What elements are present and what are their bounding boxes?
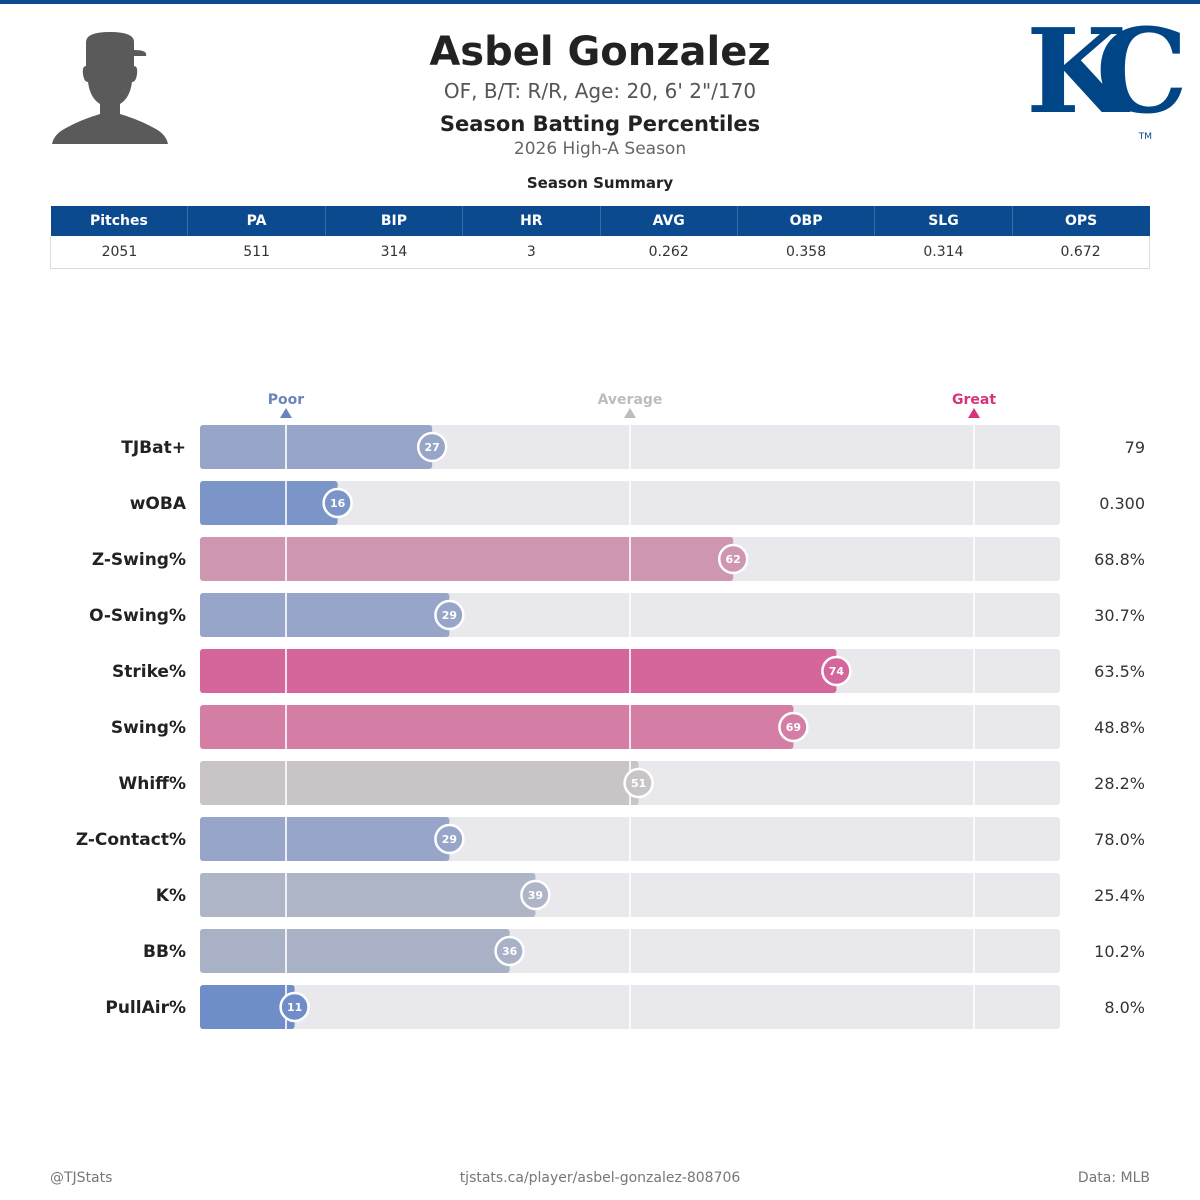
percentile-badge: [717, 543, 749, 575]
stat-value: 79: [1125, 438, 1145, 457]
footer-url: tjstats.ca/player/asbel-gonzalez-808706: [459, 1170, 741, 1186]
percentile-bar: [200, 985, 295, 1029]
percentile-badge: [520, 879, 551, 911]
stat-value: 8.0%: [1104, 998, 1145, 1017]
category-label: TJBat+: [121, 438, 186, 458]
stat-value: 63.5%: [1094, 662, 1145, 681]
category-label: Swing%: [111, 718, 186, 738]
stat-value: 68.8%: [1094, 550, 1145, 569]
percentile-bar: [200, 705, 794, 749]
percentile-badge-label: 39: [528, 889, 543, 902]
category-label: wOBA: [130, 494, 187, 514]
percentile-bar: [200, 425, 433, 469]
stat-value: 48.8%: [1094, 718, 1145, 737]
reference-marker-triangle: [624, 408, 636, 418]
percentile-badge-label: 29: [442, 609, 457, 622]
percentile-chart: TJBat+ 79 wOBA 0.300 Z-Swing% 68.8% O-Swing% 30…: [76, 392, 1145, 1029]
summary-header-cell: HR: [462, 206, 600, 236]
percentile-bar: [200, 593, 450, 637]
season-label: 2026 High-A Season: [513, 139, 687, 159]
reference-label: Average: [598, 392, 663, 408]
category-label: BB%: [143, 942, 186, 962]
percentile-badge: [434, 823, 465, 855]
team-logo-trademark: TM: [1138, 132, 1152, 142]
team-logo-lettering: KC: [1026, 4, 1188, 140]
percentile-bar: [200, 481, 338, 525]
header: Asbel Gonzalez OF, B/T: R/R, Age: 20, 6'…: [200, 28, 1000, 160]
percentile-badge: [279, 991, 310, 1023]
reference-label: Great: [952, 392, 996, 408]
percentile-badge: [821, 655, 852, 687]
percentile-bar: [200, 873, 536, 917]
percentile-badge-label: 36: [502, 945, 518, 958]
percentile-badge-label: 11: [287, 1001, 302, 1014]
percentile-badge: [322, 487, 353, 519]
category-label: Strike%: [112, 662, 186, 682]
percentile-badge-label: 16: [330, 497, 346, 510]
reference-marker-triangle: [280, 408, 292, 418]
stat-value: 25.4%: [1094, 886, 1145, 905]
summary-value-cell: 0.358: [737, 236, 875, 269]
percentile-bar: [200, 649, 837, 693]
percentile-badge-label: 62: [726, 553, 741, 566]
category-label: Z-Contact%: [76, 830, 186, 850]
percentile-bar: [200, 537, 734, 581]
summary-value-cell: 3: [462, 236, 600, 269]
percentile-badge-label: 29: [442, 833, 457, 846]
footer-handle: @TJStats: [50, 1170, 113, 1186]
summary-value-cell: 314: [325, 236, 463, 269]
category-label: PullAir%: [105, 998, 186, 1018]
percentile-badge-label: 74: [829, 665, 845, 678]
page-subtitle: Season Batting Percentiles: [439, 112, 761, 136]
category-label: Whiff%: [119, 774, 187, 794]
summary-value-cell: 0.262: [600, 236, 738, 269]
summary-header-cell: SLG: [874, 206, 1013, 236]
stat-value: 30.7%: [1094, 606, 1145, 625]
summary-header-cell: OPS: [1011, 206, 1150, 236]
percentile-bar: [200, 761, 639, 805]
summary-header-cell: BIP: [324, 206, 463, 236]
summary-header-cell: AVG: [599, 206, 738, 236]
top-accent-bar: [0, 0, 1200, 4]
summary-title: Season Summary: [526, 174, 674, 192]
summary-header-cell: PA: [187, 206, 326, 236]
percentile-badge: [494, 935, 525, 967]
summary-value-row: 2051 511 314 3 0.262 0.358 0.314 0.672: [49, 236, 1151, 269]
summary-value-cell: 0.672: [1012, 236, 1151, 269]
percentile-badge-label: 69: [786, 721, 801, 734]
stat-value: 28.2%: [1094, 774, 1145, 793]
reference-marker-triangle: [968, 408, 980, 418]
percentile-badge-label: 51: [631, 777, 646, 790]
category-label: K%: [156, 886, 186, 906]
summary-header-cell: Pitches: [50, 206, 188, 236]
summary-value-cell: 0.314: [874, 236, 1013, 269]
player-name: Asbel Gonzalez: [429, 29, 771, 75]
summary-value-cell: 511: [187, 236, 326, 269]
stat-value: 10.2%: [1094, 942, 1145, 961]
percentile-bar: [200, 817, 450, 861]
player-bio: OF, B/T: R/R, Age: 20, 6' 2"/170: [443, 79, 757, 103]
footer-source: Data: MLB: [1077, 1170, 1150, 1186]
summary-header-cell: OBP: [736, 206, 875, 236]
summary-header-row: Pitches PA BIP HR AVG OBP SLG OPS: [50, 206, 1150, 236]
percentile-badge: [623, 767, 654, 799]
percentile-badge-label: 27: [425, 441, 440, 454]
summary-value-cell: 2051: [49, 236, 188, 269]
percentile-badge: [416, 431, 448, 463]
percentile-bar: [200, 929, 510, 973]
stat-value: 78.0%: [1094, 830, 1145, 849]
percentile-badge: [434, 599, 465, 631]
category-label: O-Swing%: [89, 606, 186, 626]
percentile-badge: [778, 711, 809, 743]
team-logo: KC TM: [1026, 14, 1188, 144]
category-label: Z-Swing%: [92, 550, 186, 570]
stat-value: 0.300: [1099, 494, 1145, 513]
reference-label: Poor: [268, 392, 304, 408]
season-summary-table: Pitches PA BIP HR AVG OBP SLG OPS 2051 5…: [49, 206, 1151, 269]
player-silhouette-icon: [52, 32, 168, 144]
